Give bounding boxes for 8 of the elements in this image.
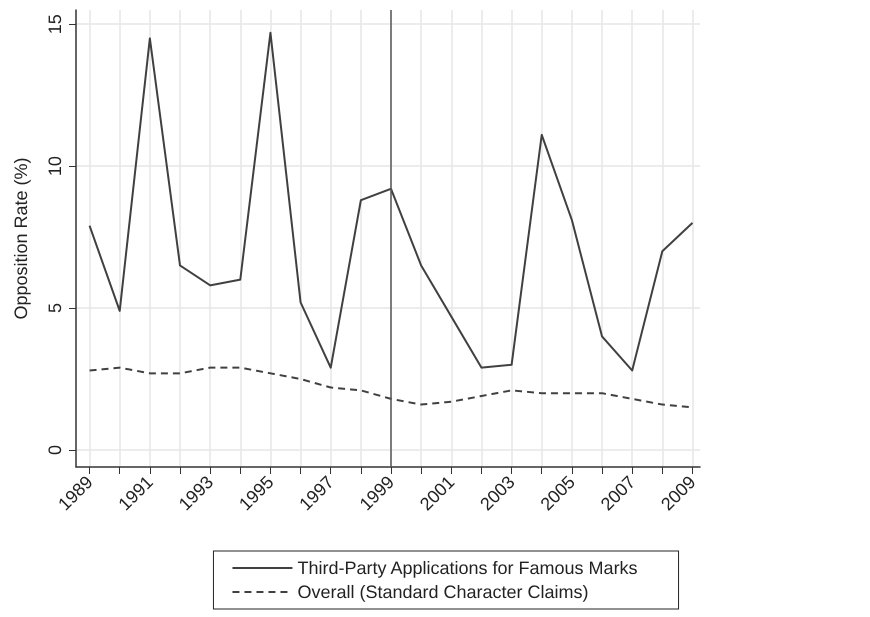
- legend-label: Overall (Standard Character Claims): [297, 582, 589, 602]
- y-tick-label: 5: [45, 303, 65, 314]
- y-tick-label: 10: [45, 156, 65, 176]
- legend-label: Third-Party Applications for Famous Marks: [297, 558, 638, 578]
- y-tick-label: 0: [45, 444, 65, 455]
- y-axis-title: Opposition Rate (%): [11, 157, 31, 320]
- y-tick-label: 15: [45, 14, 65, 34]
- line-series: [88, 32, 694, 372]
